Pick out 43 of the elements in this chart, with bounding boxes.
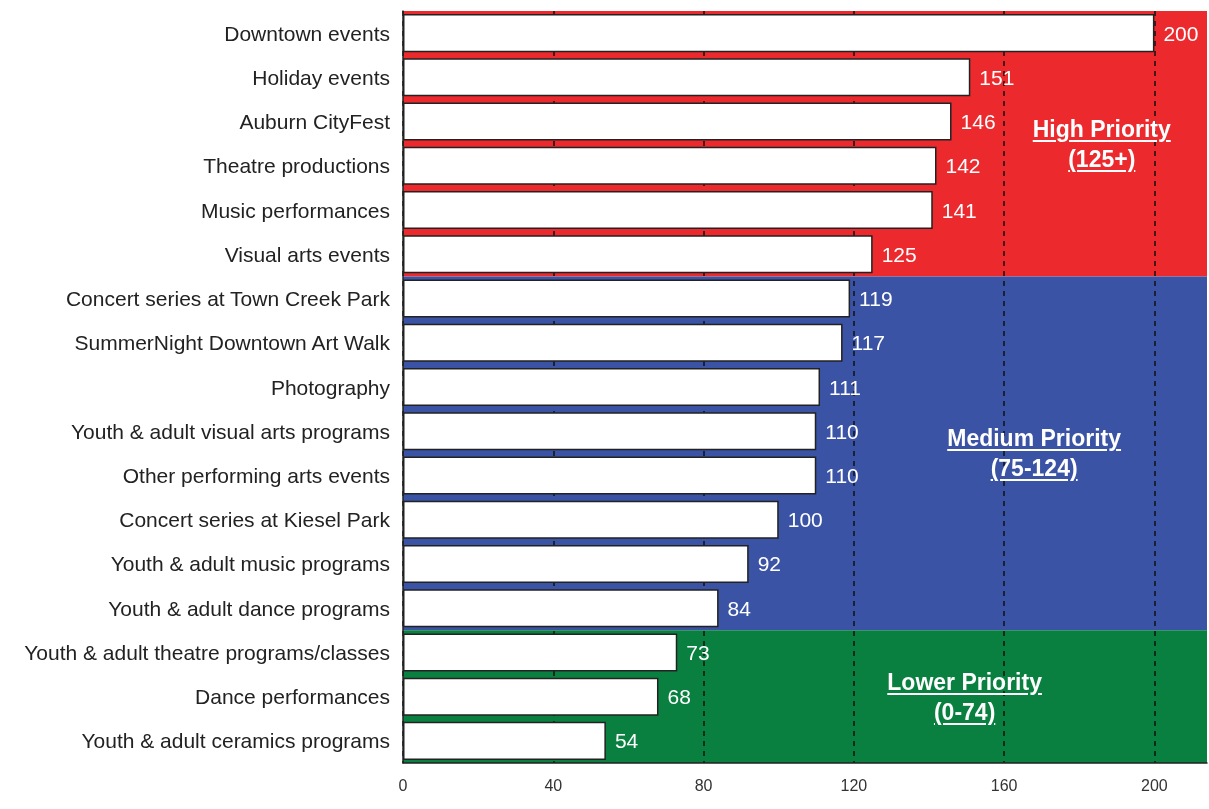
- data-label: 146: [960, 110, 996, 134]
- y-tick-label: Visual arts events: [224, 242, 390, 266]
- y-tick-label: Downtown events: [224, 21, 390, 45]
- data-label: 142: [945, 154, 981, 178]
- data-label: 119: [859, 287, 893, 311]
- y-tick-label: SummerNight Downtown Art Walk: [74, 331, 391, 355]
- data-label: 110: [825, 419, 859, 443]
- x-tick-label: 120: [840, 776, 868, 794]
- y-tick-label: Auburn CityFest: [239, 110, 391, 134]
- y-tick-label: Holiday events: [252, 65, 390, 89]
- data-label: 141: [941, 198, 977, 222]
- y-tick-label: Youth & adult visual arts programs: [70, 419, 390, 443]
- band-label: Lower Priority (0-74): [887, 667, 1042, 727]
- x-tick-label: 200: [1141, 776, 1168, 794]
- y-tick-label: Youth & adult music programs: [110, 552, 390, 576]
- y-tick-label: Youth & adult dance programs: [108, 596, 390, 620]
- data-label: 110: [825, 463, 859, 487]
- data-label: 151: [979, 65, 1015, 89]
- data-label: 125: [881, 242, 917, 266]
- data-label: 200: [1163, 21, 1199, 45]
- data-label: 73: [686, 640, 710, 664]
- y-tick-label: Dance performances: [195, 685, 390, 709]
- x-tick-label: 40: [544, 776, 563, 794]
- x-tick-label: 80: [694, 776, 713, 794]
- y-tick-label: Music performances: [200, 198, 390, 222]
- y-tick-label: Theatre productions: [203, 154, 390, 178]
- y-tick-label: Youth & adult theatre programs/classes: [24, 640, 390, 664]
- data-label: 68: [667, 685, 691, 709]
- data-label: 84: [727, 596, 752, 620]
- data-label: 111: [829, 375, 861, 399]
- band-label: Medium Priority (75-124): [947, 424, 1122, 484]
- y-tick-label: Concert series at Town Creek Park: [65, 287, 391, 311]
- y-tick-label: Youth & adult ceramics programs: [81, 729, 390, 753]
- x-tick-label: 0: [398, 776, 408, 794]
- y-tick-label: Concert series at Kiesel Park: [119, 508, 391, 532]
- y-tick-label: Photography: [270, 375, 391, 399]
- x-tick-label: 160: [990, 776, 1018, 794]
- data-label: 54: [614, 729, 639, 753]
- band-label: High Priority (125+): [1032, 114, 1171, 174]
- y-tick-label: Other performing arts events: [122, 463, 390, 487]
- data-label: 100: [787, 508, 823, 532]
- data-label: 117: [851, 331, 886, 355]
- data-label: 92: [757, 552, 781, 576]
